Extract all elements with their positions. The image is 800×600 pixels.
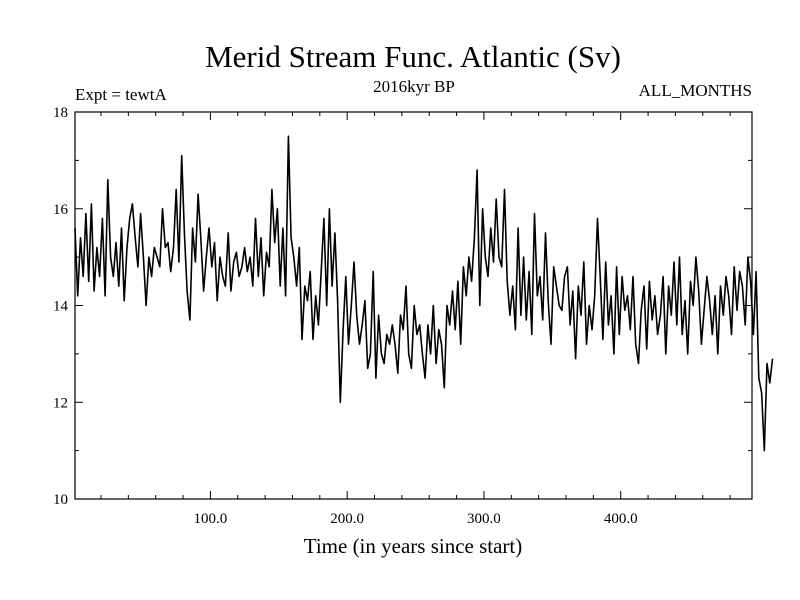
x-tick-label: 200.0 <box>330 511 364 527</box>
period-label: 2016kyr BP <box>373 77 455 96</box>
x-tick-label: 100.0 <box>194 511 228 527</box>
y-tick-label: 14 <box>53 299 69 315</box>
x-axis-label: Time (in years since start) <box>304 534 523 558</box>
experiment-label: Expt = tewtA <box>75 85 167 104</box>
x-tick-label: 400.0 <box>604 511 638 527</box>
y-tick-label: 10 <box>53 492 68 508</box>
y-tick-label: 12 <box>53 395 68 411</box>
y-axis-tick-labels: 10 12 14 16 18 <box>53 105 69 508</box>
y-tick-label: 18 <box>53 105 68 121</box>
series-line <box>74 135 774 452</box>
chart-title: Merid Stream Func. Atlantic (Sv) <box>205 39 621 74</box>
x-axis-ticks <box>100 112 731 499</box>
plot-frame <box>74 111 753 500</box>
x-axis-tick-labels: 100.0 200.0 300.0 400.0 <box>194 511 638 527</box>
months-label: ALL_MONTHS <box>639 81 752 100</box>
x-tick-label: 300.0 <box>467 511 501 527</box>
y-tick-label: 16 <box>53 202 69 218</box>
